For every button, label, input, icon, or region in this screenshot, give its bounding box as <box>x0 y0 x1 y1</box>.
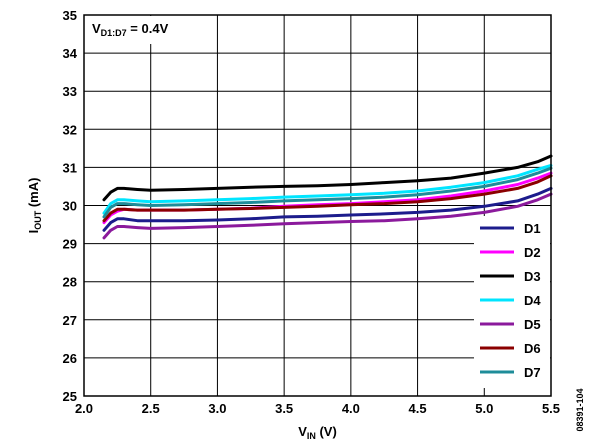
y-tick-label: 35 <box>63 8 77 23</box>
annotation: VD1:D7 = 0.4V <box>92 21 169 38</box>
y-axis-title-sub: OUT <box>33 210 43 230</box>
y-axis-title: IOUT (mA) <box>26 178 43 234</box>
y-tick-label: 27 <box>63 313 77 328</box>
x-tick-label: 4.5 <box>409 401 427 416</box>
x-tick-label: 4.0 <box>342 401 360 416</box>
figure-id: 08391-104 <box>575 388 585 431</box>
y-axis-title-main: I <box>26 230 41 234</box>
legend-box <box>474 216 550 388</box>
annotation-suffix: = 0.4V <box>127 21 169 36</box>
series-line-d7 <box>102 166 553 219</box>
legend: D1 D2 D3 D4 D5 D6 D7 <box>480 221 541 380</box>
x-tick-label: 3.0 <box>208 401 226 416</box>
series-line-d3 <box>102 154 553 202</box>
series-line-d4 <box>102 164 553 215</box>
series-line-d1 <box>102 186 553 232</box>
series-layer <box>102 154 553 240</box>
x-axis-title-unit: (V) <box>316 424 337 439</box>
legend-label-d2: D2 <box>524 245 541 260</box>
y-tick-label: 31 <box>63 160 77 175</box>
y-tick-label: 32 <box>63 122 77 137</box>
legend-label-d5: D5 <box>524 317 541 332</box>
legend-label-d3: D3 <box>524 269 541 284</box>
annotation-prefix: V <box>92 21 101 36</box>
y-tick-label: 28 <box>63 275 77 290</box>
legend-label-d4: D4 <box>524 293 541 308</box>
x-tick-label: 5.5 <box>542 401 560 416</box>
y-axis-title-unit: (mA) <box>26 178 41 211</box>
tick-labels: 2.0 2.5 3.0 3.5 4.0 4.5 5.0 5.5 25 26 27 28 29 30 31 32… <box>63 8 561 416</box>
x-axis-title-main: V <box>298 424 307 439</box>
series-line-d6 <box>102 174 553 223</box>
series-line-d5 <box>102 192 553 240</box>
x-tick-label: 3.5 <box>275 401 293 416</box>
plot-frame <box>83 14 552 397</box>
legend-label-d6: D6 <box>524 341 541 356</box>
y-tick-label: 26 <box>63 351 77 366</box>
annotation-box <box>85 16 199 44</box>
legend-label-d1: D1 <box>524 221 541 236</box>
x-tick-label: 2.5 <box>142 401 160 416</box>
y-tick-label: 25 <box>63 389 77 404</box>
y-tick-label: 34 <box>63 46 78 61</box>
legend-label-d7: D7 <box>524 365 541 380</box>
y-tick-label: 30 <box>63 199 77 214</box>
x-tick-label: 5.0 <box>475 401 493 416</box>
annotation-subscript: D1:D7 <box>101 28 127 38</box>
y-tick-label: 29 <box>63 237 77 252</box>
x-axis-title: VIN (V) <box>298 424 337 441</box>
x-axis-title-sub: IN <box>307 431 316 441</box>
x-tick-label: 2.0 <box>75 401 93 416</box>
y-tick-label: 33 <box>63 84 77 99</box>
